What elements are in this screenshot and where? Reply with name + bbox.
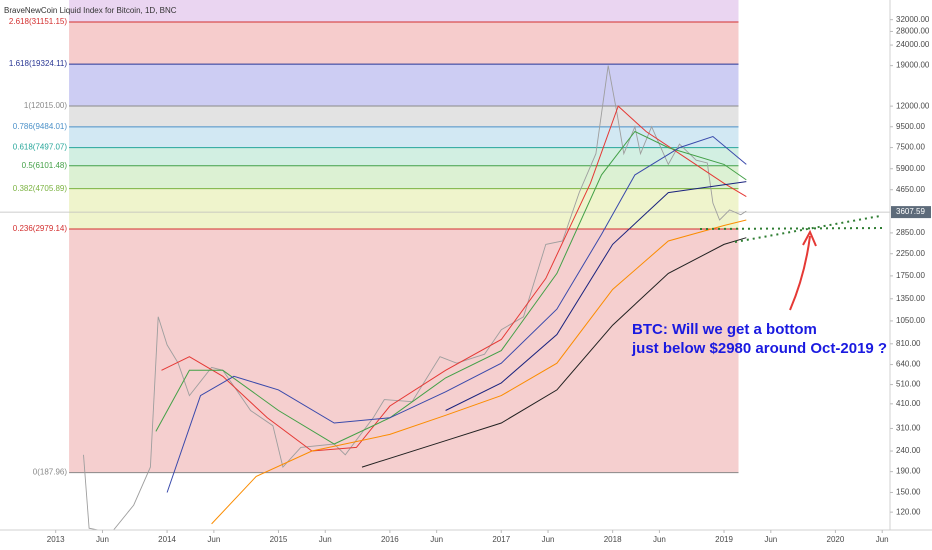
fib-band [69,22,739,65]
x-tick-label: 2020 [827,535,845,544]
fib-label: 0(187.96) [33,468,68,477]
trend-line [699,227,887,230]
fib-band [69,126,739,148]
drawings: BTC: Will we get a bottom just below $29… [631,215,887,357]
fib-band [69,106,739,127]
x-tick-label: Jun [542,535,555,544]
y-tick-label: 240.00 [896,446,921,455]
y-tick-label: 510.00 [896,380,921,389]
y-tick-label: 410.00 [896,399,921,408]
plot [0,65,890,530]
y-tick-label: 640.00 [896,360,921,369]
x-tick-label: 2015 [270,535,288,544]
x-tick-label: 2014 [158,535,176,544]
x-tick-label: Jun [764,535,777,544]
annotation: BTC: Will we get a bottom [632,321,817,338]
y-tick-label: 19000.00 [896,61,930,70]
y-tick-label: 4650.00 [896,185,925,194]
arrow-head [802,229,817,247]
chart-title: BraveNewCoin Liquid Index for Bitcoin, 1… [4,6,177,15]
y-tick-label: 2850.00 [896,228,925,237]
last-price-label: 3607.59 [896,207,925,216]
moving-average [166,135,747,493]
y-tick-label: 9500.00 [896,122,925,131]
x-tick-label: 2017 [492,535,510,544]
x-tick-label: Jun [207,535,220,544]
y-tick-label: 12000.00 [896,101,930,110]
y-tick-label: 150.00 [896,488,921,497]
fib-label: 2.618(31151.15) [9,17,67,26]
x-tick-label: Jun [96,535,109,544]
moving-average [161,105,747,452]
fib-label: 1.618(19324.11) [9,59,67,68]
fib-label: 0.618(7497.07) [13,143,68,152]
x-tick-label: Jun [319,535,332,544]
y-tick-label: 1350.00 [896,294,925,303]
y-tick-label: 120.00 [896,507,921,516]
moving-average [445,181,747,411]
x-tick-label: Jun [430,535,443,544]
fib-band [69,64,739,107]
moving-average [361,237,747,468]
y-tick-label: 5900.00 [896,164,925,173]
fib-label: 0.236(2979.14) [13,224,68,233]
fib-label: 0.5(6101.48) [22,161,68,170]
fib-label: 1(12015.00) [24,101,67,110]
fib-label: 0.786(9484.01) [13,122,68,131]
y-tick-label: 32000.00 [896,15,930,24]
trend-line [734,215,881,243]
x-tick-label: Jun [653,535,666,544]
y-tick-label: 1050.00 [896,316,925,325]
y-axis-area [890,0,932,550]
y-tick-label: 28000.00 [896,27,930,36]
moving-average [211,219,747,525]
fib-band [69,228,739,473]
x-tick-label: Jun [876,535,889,544]
x-tick-label: 2016 [381,535,399,544]
fib-band [69,188,739,229]
fib-band [69,165,739,189]
y-tick-label: 190.00 [896,467,921,476]
y-tick-label: 24000.00 [896,40,930,49]
y-tick-label: 2250.00 [896,249,925,258]
x-tick-label: 2013 [47,535,65,544]
fib-band [69,147,739,166]
fib-label: 0.382(4705.89) [13,184,68,193]
y-tick-label: 7500.00 [896,143,925,152]
x-tick-label: 2019 [715,535,733,544]
y-tick-label: 310.00 [896,424,921,433]
arrow [789,235,811,311]
y-tick-label: 1750.00 [896,271,925,280]
fib-band [69,0,739,23]
y-tick-label: 810.00 [896,339,921,348]
fib-bands: 2.618(31151.15) 1.618(19324.11) 1(12015.00… [9,0,739,477]
x-tick-label: 2018 [604,535,622,544]
last-price-tag [891,206,931,219]
annotation: just below $2980 around Oct-2019 ? [631,340,887,357]
